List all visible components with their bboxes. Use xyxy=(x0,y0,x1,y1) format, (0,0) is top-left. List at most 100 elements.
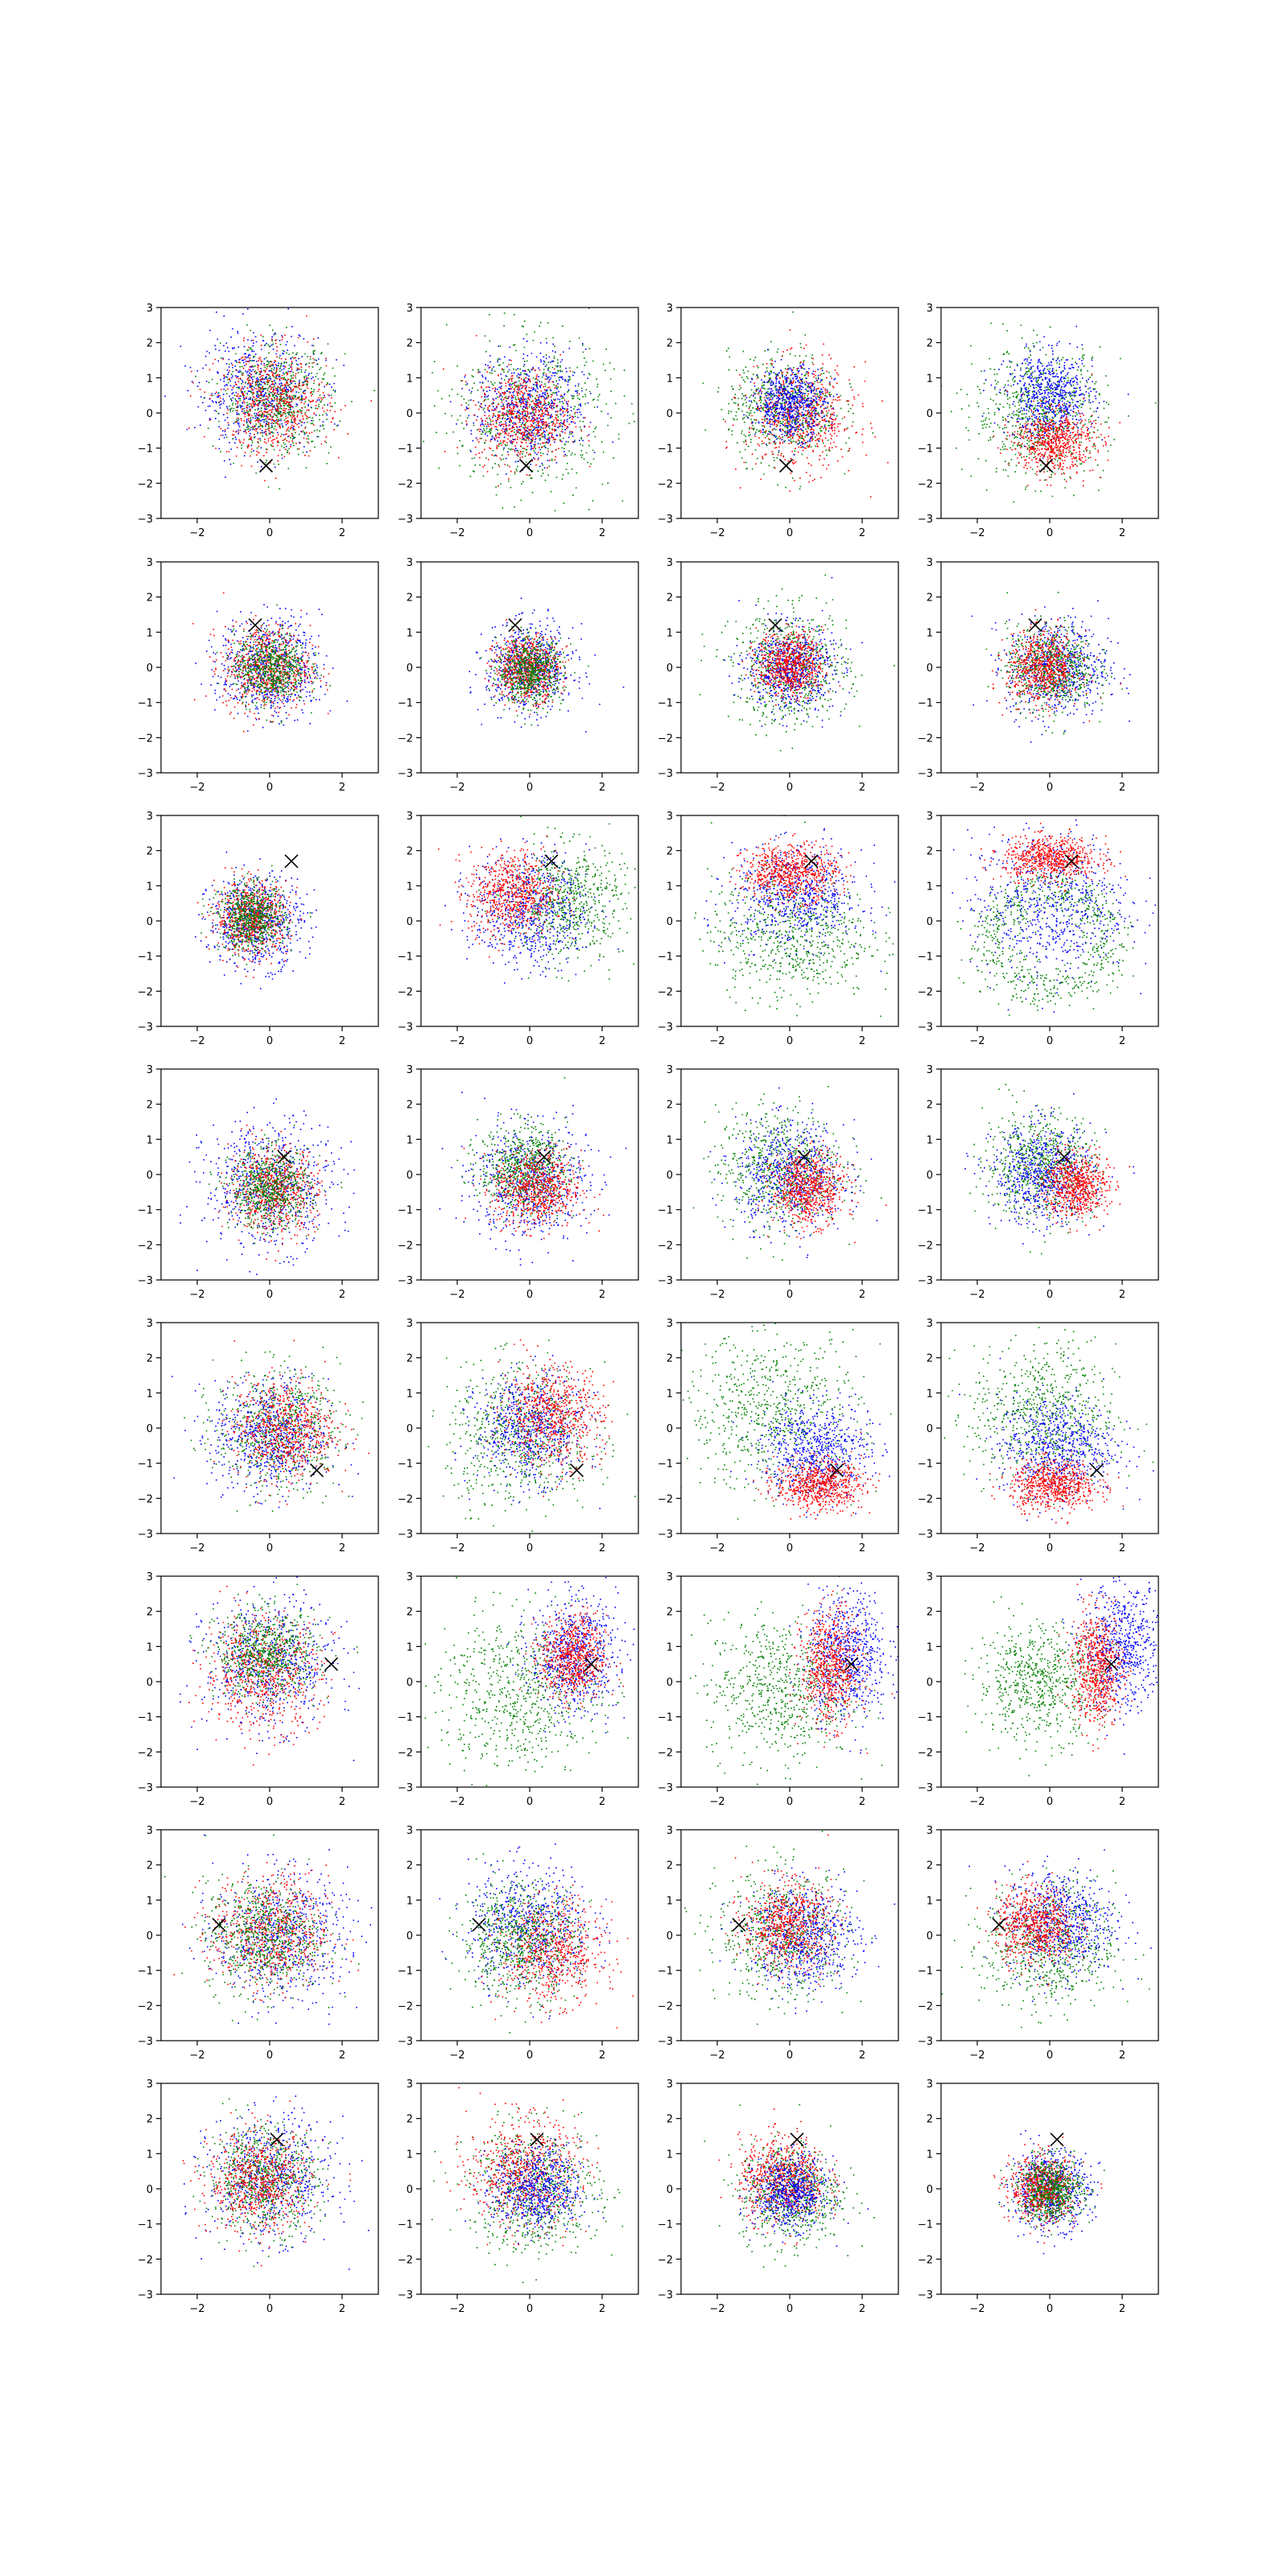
y-tick-label: −1 xyxy=(918,1966,933,1978)
y-tick-label: −3 xyxy=(918,514,933,526)
y-tick-label: −2 xyxy=(398,2000,413,2013)
x-marker xyxy=(212,1918,226,1932)
x-marker xyxy=(829,1463,844,1477)
x-tick-label: −2 xyxy=(449,1289,464,1301)
y-tick-label: −3 xyxy=(138,514,153,526)
series-green xyxy=(985,592,1123,735)
x-tick-label: −2 xyxy=(449,1542,464,1554)
y-tick-label: 0 xyxy=(147,1677,153,1689)
scatter-point-cloud xyxy=(976,1860,1088,1987)
x-marker xyxy=(1057,1150,1071,1164)
y-tick-label: 2 xyxy=(407,1100,413,1112)
y-tick-label: −3 xyxy=(398,768,413,780)
y-tick-label: −2 xyxy=(398,1493,413,1505)
x-tick-label: 0 xyxy=(526,1542,533,1554)
y-tick-label: −3 xyxy=(398,1782,413,1794)
x-tick-label: −2 xyxy=(969,782,985,794)
y-tick-label: −2 xyxy=(918,733,933,745)
y-tick-label: 1 xyxy=(927,627,933,639)
y-tick-label: −1 xyxy=(138,1205,153,1217)
y-tick-label: −3 xyxy=(658,1275,673,1287)
y-tick-label: −2 xyxy=(918,2254,933,2266)
y-tick-label: −3 xyxy=(918,1782,933,1794)
y-tick-label: 0 xyxy=(667,663,673,675)
series-red xyxy=(440,2087,600,2247)
series-red xyxy=(758,1140,887,1244)
y-tick-label: 3 xyxy=(147,557,153,569)
y-tick-label: 1 xyxy=(147,373,153,385)
y-tick-label: −1 xyxy=(398,444,413,456)
x-marker xyxy=(277,1150,291,1164)
x-tick-label: 2 xyxy=(1119,1035,1125,1047)
y-tick-label: 1 xyxy=(927,1895,933,1907)
y-tick-label: 2 xyxy=(927,2114,933,2126)
x-marker xyxy=(518,458,534,473)
series-blue xyxy=(449,338,613,475)
x-tick-label: −2 xyxy=(189,2303,204,2315)
y-tick-label: 3 xyxy=(667,1318,673,1330)
x-tick-label: 0 xyxy=(786,527,793,539)
y-tick-label: −3 xyxy=(658,1529,673,1541)
y-tick-label: −1 xyxy=(658,1205,673,1217)
x-tick-label: −2 xyxy=(969,1542,985,1554)
series-blue xyxy=(195,604,349,732)
x-marker xyxy=(804,854,819,869)
y-tick-label: 1 xyxy=(407,2149,413,2161)
series-red xyxy=(718,2108,840,2246)
panel-background xyxy=(161,1830,378,2041)
y-tick-label: 3 xyxy=(147,1825,153,1837)
y-tick-label: 0 xyxy=(407,663,413,675)
y-tick-label: 1 xyxy=(927,373,933,385)
y-tick-label: −3 xyxy=(138,2036,153,2048)
y-tick-label: −3 xyxy=(918,2036,933,2048)
scatter-point-cloud xyxy=(989,1443,1125,1525)
scatter-point-cloud xyxy=(758,1140,887,1244)
scatter-point-cloud xyxy=(449,338,613,475)
x-marker xyxy=(309,1463,324,1477)
series-red xyxy=(481,1885,634,2029)
y-tick-label: −1 xyxy=(918,1459,933,1471)
scatter-points xyxy=(993,2130,1105,2255)
y-tick-label: −2 xyxy=(138,733,153,745)
x-marker xyxy=(992,1918,1006,1932)
x-marker xyxy=(537,1150,551,1164)
x-marker xyxy=(732,1918,746,1932)
y-tick-label: 3 xyxy=(927,1571,933,1583)
x-tick-label: 0 xyxy=(1046,1035,1053,1047)
scatter-point-cloud xyxy=(444,838,619,984)
y-tick-label: −3 xyxy=(658,2289,673,2301)
x-tick-label: −2 xyxy=(709,2050,724,2062)
y-tick-label: −3 xyxy=(138,2289,153,2301)
y-tick-label: −1 xyxy=(138,952,153,964)
y-tick-label: 0 xyxy=(667,2184,673,2196)
y-tick-label: 0 xyxy=(407,1170,413,1182)
x-tick-label: −2 xyxy=(969,1289,985,1301)
y-tick-label: 1 xyxy=(147,1641,153,1653)
x-tick-label: 0 xyxy=(786,1035,793,1047)
series-red xyxy=(980,823,1126,892)
y-tick-label: 2 xyxy=(407,1607,413,1619)
y-tick-label: 2 xyxy=(407,338,413,350)
y-tick-label: 2 xyxy=(927,846,933,858)
panel-r2-c4: −2 0 2 −3 −2 −1 0 1 2 3 xyxy=(918,557,1159,794)
x-tick-label: −2 xyxy=(709,2303,724,2315)
series-blue xyxy=(469,597,625,733)
y-tick-label: 1 xyxy=(147,881,153,893)
y-tick-label: 2 xyxy=(927,1100,933,1112)
scatter-point-cloud xyxy=(463,1141,605,1240)
y-tick-label: 1 xyxy=(147,1134,153,1146)
y-tick-label: −2 xyxy=(918,1493,933,1505)
y-tick-label: −2 xyxy=(138,2254,153,2266)
y-tick-label: 1 xyxy=(407,1641,413,1653)
x-tick-label: 2 xyxy=(599,527,605,539)
x-tick-label: 0 xyxy=(1046,527,1053,539)
y-tick-label: −1 xyxy=(658,1459,673,1471)
y-tick-label: −1 xyxy=(398,1966,413,1978)
y-tick-label: −3 xyxy=(918,768,933,780)
y-tick-label: 1 xyxy=(407,1134,413,1146)
panel-background xyxy=(681,1830,898,2041)
scatter-points xyxy=(971,592,1131,743)
scatter-points xyxy=(427,1339,636,1532)
y-tick-label: 2 xyxy=(147,1353,153,1365)
y-tick-label: −2 xyxy=(398,733,413,745)
